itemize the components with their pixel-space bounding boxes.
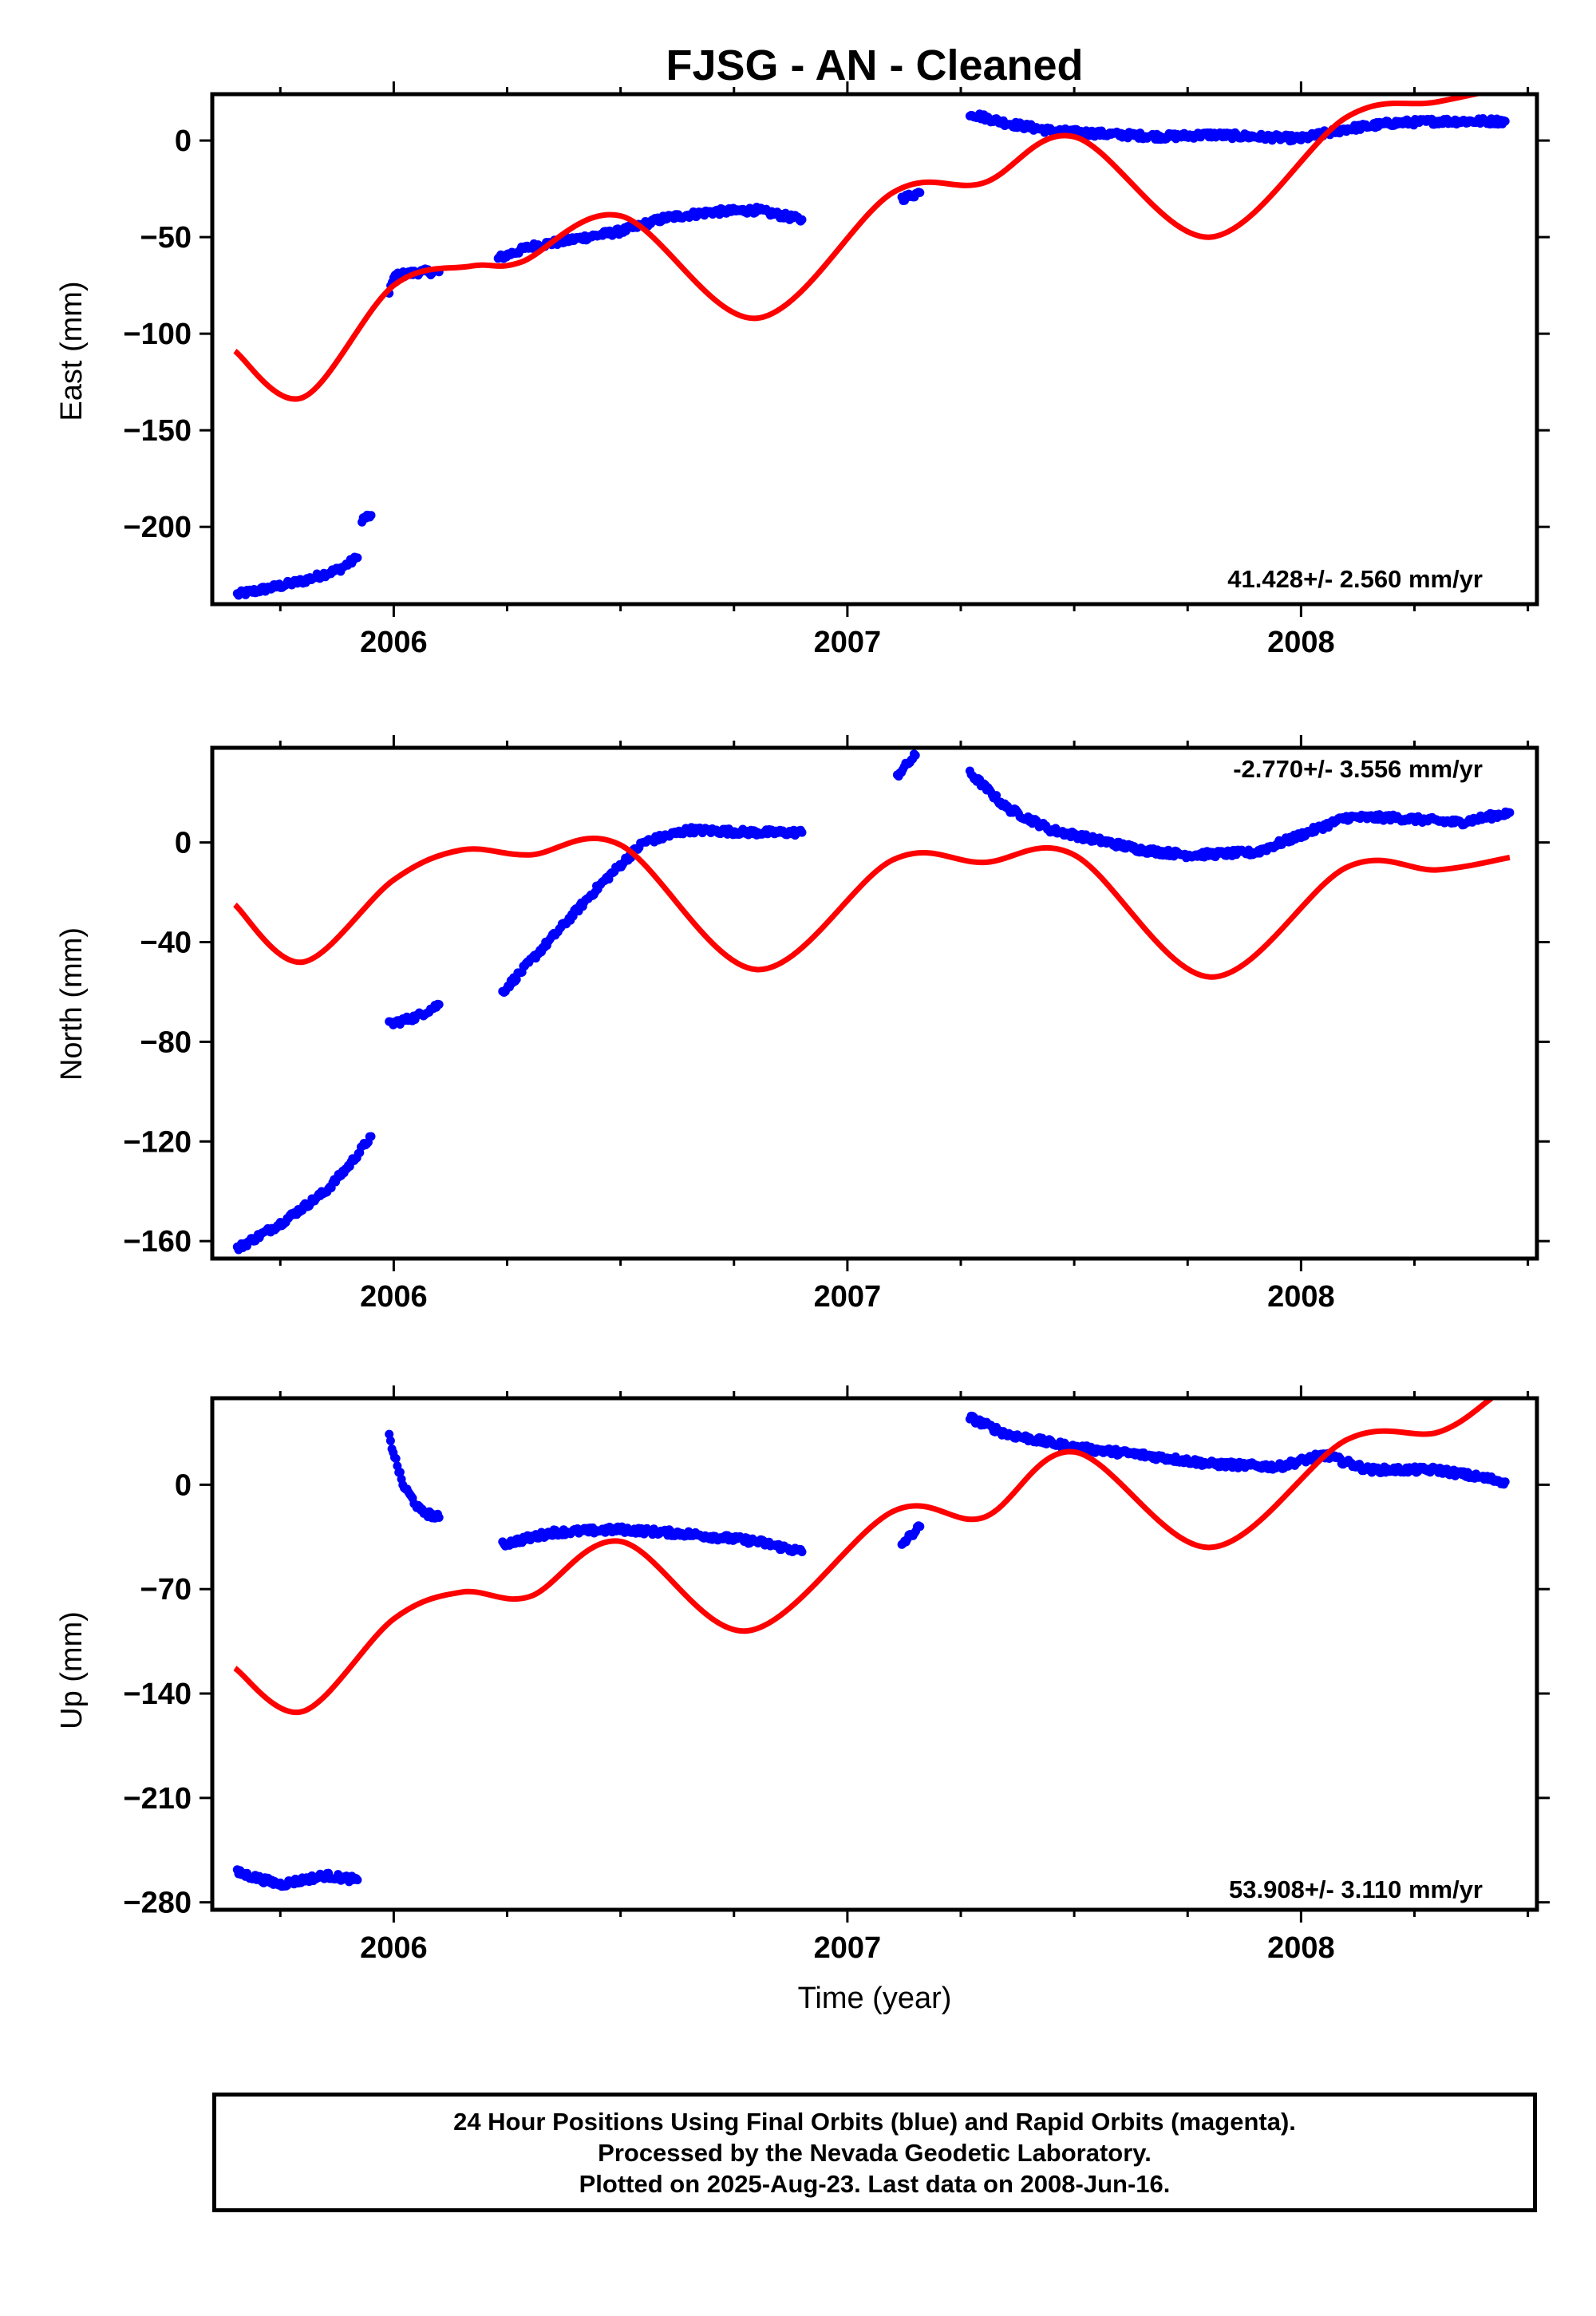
- north-xtick-label: 2006: [360, 1280, 428, 1314]
- east-data-point: [915, 188, 925, 197]
- up-model-curve: [233, 1398, 1494, 1716]
- up-ytick-label: −140: [123, 1678, 192, 1711]
- north-data-point: [911, 750, 920, 760]
- north-data-point: [797, 828, 807, 837]
- up-data-point: [797, 1547, 807, 1556]
- east-xtick-label: 2007: [814, 626, 882, 659]
- up-ytick-label: −210: [123, 1782, 192, 1816]
- up-data-points: [232, 1411, 1510, 1891]
- north-model-curve: [232, 835, 1511, 980]
- up-xtick-label: 2007: [814, 1931, 882, 1965]
- north-data-point: [1505, 808, 1515, 817]
- east-ytick-label: −200: [123, 511, 192, 544]
- north-ylabel: North (mm): [55, 927, 89, 1081]
- east-panel: East (mm) 2006 2007 2008 −200 −150 −100 −50 0 41…: [55, 81, 1550, 659]
- up-data-point: [391, 1454, 401, 1464]
- north-data-points: [232, 749, 1515, 1255]
- footer-line-orbits: 24 Hour Positions Using Final Orbits (bl…: [453, 2107, 1296, 2136]
- footer-box: 24 Hour Positions Using Final Orbits (bl…: [212, 2093, 1537, 2212]
- north-data-point: [512, 974, 521, 984]
- east-data-point: [797, 215, 807, 224]
- up-data-point: [353, 1875, 362, 1885]
- up-ytick-label: −70: [140, 1573, 192, 1607]
- chart-title: FJSG - AN - Cleaned: [666, 41, 1083, 89]
- east-xtick-label: 2006: [360, 626, 428, 659]
- up-data-point: [385, 1429, 394, 1439]
- north-plot-frame: [210, 745, 1539, 1261]
- east-data-point: [366, 511, 376, 520]
- east-ytick-label: −150: [123, 414, 192, 448]
- x-axis-label: Time (year): [798, 1982, 952, 2015]
- north-data-point: [434, 1000, 444, 1010]
- north-rate-label: -2.770+/- 3.556 mm/yr: [1233, 755, 1483, 783]
- up-data-point: [395, 1468, 405, 1477]
- up-ylabel: Up (mm): [55, 1611, 89, 1729]
- north-ytick-label: −40: [140, 927, 192, 960]
- east-data-point: [1500, 117, 1510, 126]
- east-plot-frame: [210, 92, 1539, 607]
- east-model-curve: [233, 94, 1488, 402]
- up-xtick-label: 2006: [360, 1931, 428, 1965]
- east-ytick-label: −100: [123, 318, 192, 351]
- up-plot-frame: [210, 1396, 1539, 1912]
- east-xtick-label: 2008: [1267, 626, 1335, 659]
- north-data-point: [366, 1132, 376, 1141]
- up-ytick-label: −280: [123, 1887, 192, 1920]
- east-ylabel: East (mm): [55, 281, 89, 421]
- up-rate-label: 53.908+/- 3.110 mm/yr: [1229, 1875, 1483, 1903]
- footer-line-plotted: Plotted on 2025-Aug-23. Last data on 200…: [579, 2169, 1171, 2198]
- north-xtick-label: 2008: [1267, 1280, 1335, 1314]
- north-ytick-label: −80: [140, 1026, 192, 1059]
- up-data-point: [915, 1522, 925, 1531]
- up-ytick-label: 0: [175, 1468, 192, 1502]
- up-data-point: [1500, 1477, 1510, 1487]
- east-data-points: [232, 109, 1510, 600]
- east-rate-label: 41.428+/- 2.560 mm/yr: [1227, 565, 1483, 593]
- up-xtick-label: 2008: [1267, 1931, 1335, 1965]
- up-data-point: [434, 1513, 444, 1522]
- north-panel: North (mm) 2006 2007 2008 −160 −120 −80 −40 0 -2…: [55, 735, 1550, 1314]
- north-ytick-label: 0: [175, 827, 192, 860]
- up-panel: Up (mm) 2006 2007 2008 −280 −210 −140 −70 0 53.9…: [55, 1385, 1550, 1965]
- footer-line-processed: Processed by the Nevada Geodetic Laborat…: [598, 2138, 1152, 2167]
- up-data-point: [385, 1436, 395, 1445]
- east-ytick-label: 0: [175, 124, 192, 158]
- north-ytick-label: −120: [123, 1125, 192, 1159]
- north-xtick-label: 2007: [814, 1280, 882, 1314]
- east-ytick-label: −50: [140, 221, 192, 255]
- east-data-point: [353, 553, 362, 563]
- north-ytick-label: −160: [123, 1225, 192, 1259]
